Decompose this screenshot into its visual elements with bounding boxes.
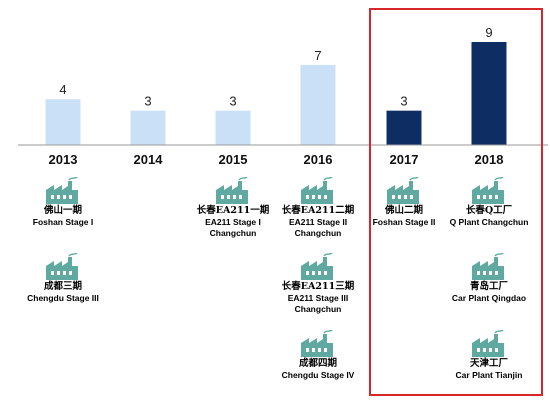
plant-name-en: Foshan Stage II	[372, 217, 436, 227]
plant-name-cn: 长春Q工厂	[465, 205, 513, 216]
value-label-2013: 4	[59, 82, 66, 97]
bar-2014	[130, 110, 166, 145]
plant-name-en: Car Plant Qingdao	[451, 293, 527, 303]
plant-item: 长春Q工厂 Q Plant Changchun	[439, 177, 539, 228]
plant-name-cn: 佛山一期	[43, 205, 82, 216]
plant-name-cn: 长春EA211二期	[281, 205, 355, 216]
plant-item: 长春EA211二期 EA211 Stage II Changchun	[268, 177, 368, 239]
factory-icon	[439, 330, 539, 358]
plant-name-cn: 成都三期	[43, 281, 82, 292]
factory-icon	[439, 253, 539, 281]
plant-name-cn: 青岛工厂	[469, 281, 508, 292]
plant-name-en: Changchun	[294, 228, 342, 238]
plant-name-cn: 天津工厂	[469, 358, 508, 369]
year-label-2014: 2014	[134, 152, 164, 167]
year-label-2016: 2016	[304, 152, 333, 167]
bar-2016	[300, 64, 336, 145]
value-label-2018: 9	[485, 25, 492, 40]
year-label-2018: 2018	[475, 152, 504, 167]
plant-item: 成都四期 Chengdu Stage IV	[268, 330, 368, 381]
plant-name-en: Q Plant Changchun	[449, 217, 529, 227]
value-labels-group: 4 3 3 7 3 9	[59, 25, 492, 109]
plant-name-en: EA211 Stage III	[287, 293, 349, 303]
plant-name-cn: 长春EA211三期	[281, 281, 355, 292]
plant-item: 长春EA211一期 EA211 Stage I Changchun	[183, 177, 283, 239]
plant-item: 佛山一期 Foshan Stage I	[13, 177, 113, 228]
plant-item: 天津工厂 Car Plant Tianjin	[439, 330, 539, 381]
plant-name-en: Car Plant Tianjin	[455, 370, 523, 380]
year-labels-group: 2013 2014 2015 2016 2017 2018	[49, 152, 504, 167]
factory-icon	[268, 177, 368, 205]
plant-name-en: Changchun	[209, 228, 257, 238]
factory-icon	[13, 253, 113, 281]
plant-item: 佛山二期 Foshan Stage II	[354, 177, 454, 228]
value-label-2014: 3	[144, 94, 151, 109]
factory-icon	[354, 177, 454, 205]
plant-item: 青岛工厂 Car Plant Qingdao	[439, 253, 539, 304]
year-label-2017: 2017	[390, 152, 419, 167]
factory-icon	[13, 177, 113, 205]
factory-icon	[439, 177, 539, 205]
bar-2018	[471, 42, 507, 145]
plant-item: 成都三期 Chengdu Stage III	[13, 253, 113, 304]
year-label-2015: 2015	[219, 152, 248, 167]
factory-icon	[183, 177, 283, 205]
year-label-2013: 2013	[49, 152, 78, 167]
plant-name-en: EA211 Stage II	[288, 217, 348, 227]
plant-name-en: Foshan Stage I	[32, 217, 94, 227]
factory-icon	[268, 330, 368, 358]
bars-group	[45, 42, 507, 145]
highlight-box	[369, 8, 543, 396]
bar-2015	[215, 110, 251, 145]
plant-name-cn: 长春EA211一期	[196, 205, 270, 216]
plant-name-en: Chengdu Stage III	[27, 293, 99, 303]
factory-icon	[268, 253, 368, 281]
plant-name-en: Changchun	[294, 304, 342, 314]
plant-name-en: EA211 Stage I	[205, 217, 261, 227]
value-label-2017: 3	[400, 94, 407, 109]
bar-2017	[386, 110, 422, 145]
plant-item: 长春EA211三期 EA211 Stage III Changchun	[268, 253, 368, 315]
plant-name-en: Chengdu Stage IV	[281, 370, 355, 380]
value-label-2016: 7	[314, 48, 321, 63]
bar-2013	[45, 99, 81, 145]
plant-name-cn: 成都四期	[298, 358, 337, 369]
plant-name-cn: 佛山二期	[384, 205, 423, 216]
value-label-2015: 3	[229, 94, 236, 109]
